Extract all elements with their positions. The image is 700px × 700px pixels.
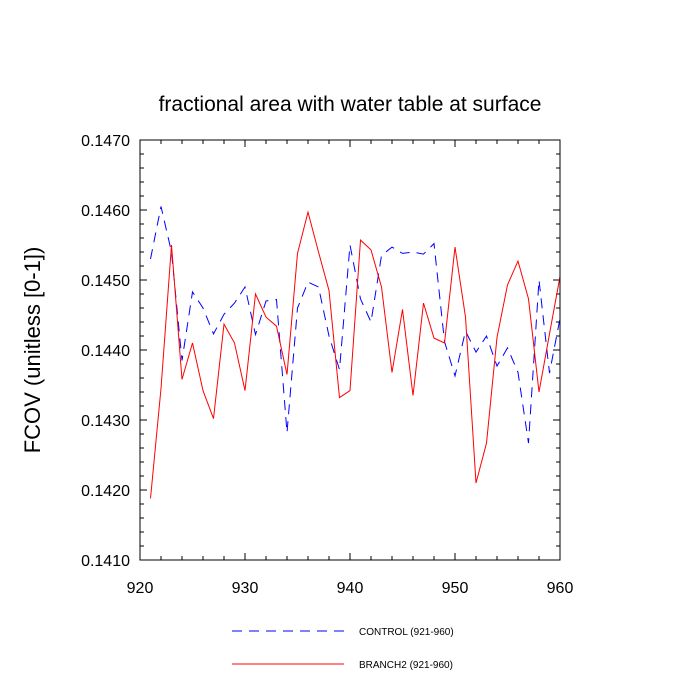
series-line-control	[150, 206, 561, 444]
x-tick-label: 950	[442, 580, 469, 597]
y-tick-label: 0.1410	[81, 553, 130, 570]
legend-label-control: CONTROL (921-960)	[359, 627, 454, 638]
y-tick-label: 0.1460	[81, 203, 130, 220]
y-axis-label-group: FCOV (unitless [0-1])	[20, 247, 45, 454]
chart-title: fractional area with water table at surf…	[159, 93, 542, 116]
x-tick-label: 930	[232, 580, 259, 597]
series-line-branch2	[150, 210, 561, 499]
x-tick-label: 960	[547, 580, 574, 597]
y-axis-label: FCOV (unitless [0-1])	[20, 247, 45, 454]
legend: CONTROL (921-960) BRANCH2 (921-960)	[232, 627, 454, 671]
y-tick-label: 0.1420	[81, 483, 130, 500]
y-tick-label: 0.1440	[81, 343, 130, 360]
legend-label-branch2: BRANCH2 (921-960)	[359, 660, 453, 671]
x-tick-label: 940	[337, 580, 364, 597]
series-lines	[150, 206, 561, 499]
y-tick-label: 0.1430	[81, 413, 130, 430]
plot-area-frame	[139, 139, 561, 561]
x-tick-label: 920	[127, 580, 154, 597]
y-tick-label: 0.1450	[81, 273, 130, 290]
y-tick-label: 0.1470	[81, 133, 130, 150]
axis-ticks: 920 930 940 950 960 0.1410 0.1420 0.1430 0.1440 0…	[81, 133, 573, 597]
